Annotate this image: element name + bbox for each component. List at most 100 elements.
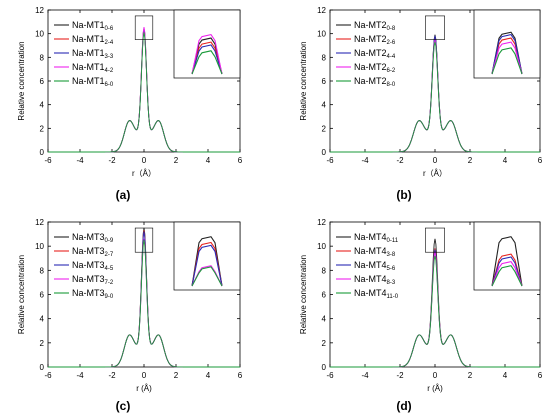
panel-label: (d) [396,399,411,413]
y-tick-label: 10 [35,242,44,251]
legend-entry: Na-MT43-8 [354,246,396,258]
inset-series-na-mt4-3-8 [491,253,523,287]
y-tick-label: 0 [322,363,327,372]
inset-frame [473,221,541,291]
inset-frame [473,9,541,79]
legend-entry: Na-MT12-4 [72,34,114,46]
legend-entry-base: Na-MT1 [72,76,105,86]
panel-a: -6 -4 -2 0 2 4 6 0 2 4 6 8 10 12 r（Å） Relative concentr… [17,6,243,202]
x-tick-label: 6 [538,156,543,165]
panel-label: (c) [116,399,131,413]
y-tick-label: 0 [322,148,327,157]
inset [473,221,541,291]
series-line-na-mt4-11-0 [330,255,540,368]
inset-series-na-mt2-6-2 [491,41,523,75]
y-tick-label: 6 [322,77,327,86]
x-tick-label: -4 [361,371,369,380]
series-line-na-mt2-8-0 [330,41,540,153]
legend: Na-MT20-8Na-MT22-6Na-MT24-4Na-MT26-2Na-M… [336,20,396,88]
inset-series-na-mt1-2-4 [191,41,223,75]
legend-entry-base: Na-MT4 [354,288,387,298]
y-tick-label: 8 [322,53,327,62]
legend-entry-base: Na-MT1 [72,34,105,44]
legend-entry-subscript: 11-0 [387,294,399,300]
legend-entry: Na-MT39-0 [72,288,114,300]
y-tick-label: 10 [317,242,326,251]
x-tick-label: -6 [326,371,334,380]
y-tick-label: 12 [35,218,44,227]
x-tick-label: 4 [503,156,508,165]
x-tick-label: 6 [238,156,243,165]
y-tick-label: 8 [40,266,45,275]
legend-entry: Na-MT48-3 [354,274,396,286]
legend-entry-subscript: 4-5 [105,266,114,272]
legend-entry-base: Na-MT4 [354,274,387,284]
x-tick-label: 0 [433,156,438,165]
legend-entry-base: Na-MT1 [72,48,105,58]
inset [173,221,241,291]
legend-entry: Na-MT24-4 [354,48,396,60]
x-axis-label: r（Å） [423,169,447,178]
y-axis-label: Relative concentration [299,41,308,120]
series-line-na-mt3-9-0 [48,239,240,368]
inset-series-na-mt3-9-0 [191,266,223,287]
x-tick-label: 6 [538,371,543,380]
x-tick-label: 4 [206,371,211,380]
zoom-box [425,15,445,40]
legend-entry-subscript: 3-3 [105,54,114,60]
legend-entry-subscript: 0-9 [105,238,114,244]
legend-entry-base: Na-MT3 [72,288,105,298]
legend-entry-base: Na-MT3 [72,246,105,256]
legend-entry: Na-MT20-8 [354,20,396,32]
y-tick-label: 4 [40,101,45,110]
inset-series-na-mt1-3-3 [191,44,223,75]
legend-entry-subscript: 0-11 [387,238,399,244]
zoom-box [134,15,154,40]
panel-label: (a) [116,188,131,202]
x-tick-label: -4 [76,156,84,165]
x-tick-label: -6 [326,156,334,165]
legend-entry-base: Na-MT4 [354,232,387,242]
legend-entry-subscript: 2-7 [105,252,114,258]
panel-label: (b) [396,188,411,202]
inset-series-na-mt2-8-0 [491,47,523,75]
legend-entry-subscript: 3-8 [387,252,396,258]
legend-entry-subscript: 6-2 [387,68,396,74]
legend-entry-subscript: 6-0 [105,82,114,88]
y-tick-label: 4 [322,315,327,324]
inset-series-na-mt2-2-6 [491,37,523,75]
y-tick-label: 2 [322,124,327,133]
x-tick-label: -4 [361,156,369,165]
inset [173,9,241,79]
y-tick-label: 2 [322,339,327,348]
inset-series-na-mt3-0-9 [191,236,223,287]
y-axis-label: Relative concentration [299,255,308,334]
panel-b: -6 -4 -2 0 2 4 6 0 2 4 6 8 10 12 r（Å） Relative concentr… [299,6,543,202]
legend-entry-subscript: 8-0 [387,82,396,88]
y-axis-label: Relative concentration [17,41,26,120]
inset-series-na-mt1-0-6 [191,37,223,75]
legend-entry-base: Na-MT2 [354,62,387,72]
legend-entry-base: Na-MT4 [354,246,387,256]
y-tick-label: 8 [40,53,45,62]
y-tick-label: 12 [35,6,44,15]
x-tick-label: 0 [142,371,147,380]
inset [473,9,541,79]
legend-entry: Na-MT22-6 [354,34,396,46]
x-axis-label: r（Å） [132,169,156,178]
y-tick-label: 6 [40,291,45,300]
legend-entry-subscript: 0-8 [387,26,396,32]
legend-entry-subscript: 4-2 [105,68,114,74]
y-tick-label: 2 [40,339,45,348]
x-tick-label: -2 [396,371,404,380]
legend-entry-base: Na-MT4 [354,260,387,270]
x-tick-label: -4 [76,371,84,380]
inset-series-na-mt4-11-0 [491,265,523,287]
legend-entry-subscript: 5-6 [387,266,396,272]
legend-entry-subscript: 7-2 [105,280,114,286]
x-tick-label: 4 [503,371,508,380]
legend-entry: Na-MT10-6 [72,20,114,32]
inset-series-na-mt1-6-0 [191,50,223,75]
legend-entry: Na-MT34-5 [72,260,114,272]
